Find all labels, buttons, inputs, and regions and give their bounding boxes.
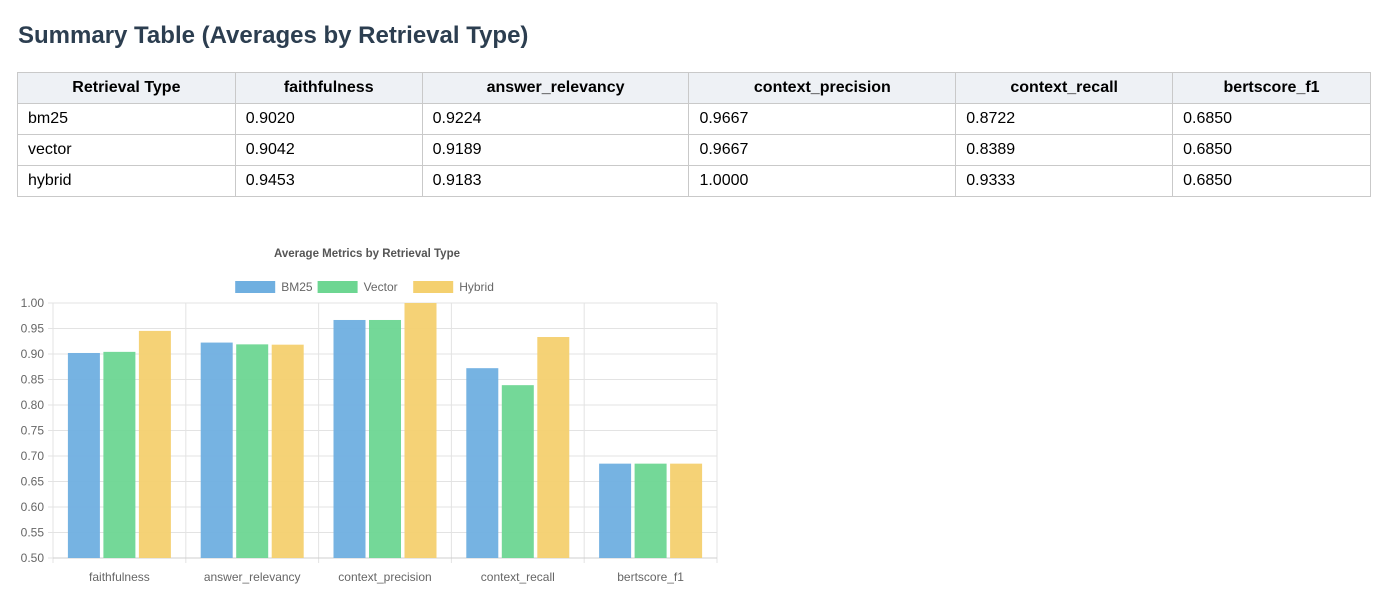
bar-hybrid-answer-relevancy (271, 344, 304, 558)
summary-table: Retrieval Type faithfulness answer_relev… (17, 72, 1371, 197)
bar-bm25-context-recall (466, 368, 499, 558)
x-tick-label: faithfulness (89, 570, 150, 584)
bar-hybrid-bertscore-f1 (670, 463, 703, 558)
table-cell: vector (17, 134, 236, 166)
bar-bm25-context-precision (333, 319, 366, 558)
table-cell: 0.6850 (1172, 134, 1371, 166)
legend-swatch-vector (317, 281, 358, 293)
table-cell: 0.9183 (421, 165, 690, 197)
table-cell: 1.0000 (688, 165, 957, 197)
bar-hybrid-context-recall (537, 337, 570, 558)
y-tick-label: 0.85 (21, 373, 45, 387)
y-tick-label: 0.90 (21, 347, 45, 361)
bar-hybrid-faithfulness (138, 330, 171, 558)
bar-bm25-bertscore-f1 (599, 463, 632, 558)
y-tick-label: 0.95 (21, 322, 45, 336)
chart-bars (67, 303, 703, 558)
bar-bm25-faithfulness (67, 352, 100, 558)
y-tick-label: 0.65 (21, 475, 45, 489)
bar-vector-faithfulness (103, 351, 136, 558)
table-cell: 0.9453 (234, 165, 423, 197)
column-header: faithfulness (234, 72, 423, 104)
y-tick-label: 0.75 (21, 424, 45, 438)
chart-title: Average Metrics by Retrieval Type (274, 248, 460, 260)
x-tick-label: answer_relevancy (204, 570, 301, 584)
legend-label-vector: Vector (364, 280, 398, 294)
column-header: Retrieval Type (17, 72, 236, 104)
column-header: bertscore_f1 (1172, 72, 1371, 104)
legend-swatch-bm25 (235, 281, 276, 293)
bar-hybrid-context-precision (404, 303, 437, 558)
x-tick-label: context_precision (338, 570, 431, 584)
y-tick-label: 0.60 (21, 500, 45, 514)
bar-vector-context-recall (501, 385, 534, 558)
table-row: vector 0.9042 0.9189 0.9667 0.8389 0.685… (17, 134, 1371, 166)
y-tick-label: 0.50 (21, 551, 45, 565)
table-cell: 0.9667 (688, 103, 957, 135)
column-header: answer_relevancy (421, 72, 690, 104)
x-tick-label: bertscore_f1 (617, 570, 684, 584)
x-tick-label: context_recall (481, 570, 555, 584)
table-cell: 0.8389 (955, 134, 1174, 166)
legend-label-hybrid: Hybrid (459, 280, 494, 294)
legend-label-bm25: BM25 (281, 280, 313, 294)
table-cell: 0.9224 (421, 103, 690, 135)
table-cell: 0.8722 (955, 103, 1174, 135)
table-row: bm25 0.9020 0.9224 0.9667 0.8722 0.6850 (17, 103, 1371, 135)
table-cell: 0.9020 (234, 103, 423, 135)
x-axis-ticks: faithfulness answer_relevancy context_prec… (89, 570, 684, 584)
bar-bm25-answer-relevancy (200, 342, 233, 558)
y-tick-label: 0.80 (21, 398, 45, 412)
table-cell: hybrid (17, 165, 236, 197)
table-cell: 0.9042 (234, 134, 423, 166)
bar-vector-bertscore-f1 (634, 463, 667, 558)
legend-swatch-hybrid (413, 281, 454, 293)
table-cell: 0.9667 (688, 134, 957, 166)
y-tick-label: 0.70 (21, 449, 45, 463)
y-axis-ticks: 1.00 0.95 0.90 0.85 0.80 0.75 0.70 0.65 0.60 0.55… (21, 296, 45, 565)
chart-legend: BM25 Vector Hybrid (235, 280, 494, 294)
table-header-row: Retrieval Type faithfulness answer_relev… (17, 72, 1371, 104)
bar-chart: Average Metrics by Retrieval Type BM25 Ve… (21, 248, 718, 584)
table-row: hybrid 0.9453 0.9183 1.0000 0.9333 0.685… (17, 165, 1371, 197)
bar-vector-context-precision (369, 319, 401, 558)
y-tick-label: 0.55 (21, 526, 45, 540)
column-header: context_recall (955, 72, 1174, 104)
table-cell: 0.6850 (1172, 103, 1371, 135)
table-cell: 0.9189 (421, 134, 690, 166)
table-cell: 0.9333 (955, 165, 1174, 197)
y-tick-label: 1.00 (21, 296, 45, 310)
page-title: Summary Table (Averages by Retrieval Typ… (18, 22, 529, 49)
column-header: context_precision (688, 72, 957, 104)
table-cell: 0.6850 (1172, 165, 1371, 197)
bar-vector-answer-relevancy (236, 344, 269, 558)
table-cell: bm25 (17, 103, 236, 135)
